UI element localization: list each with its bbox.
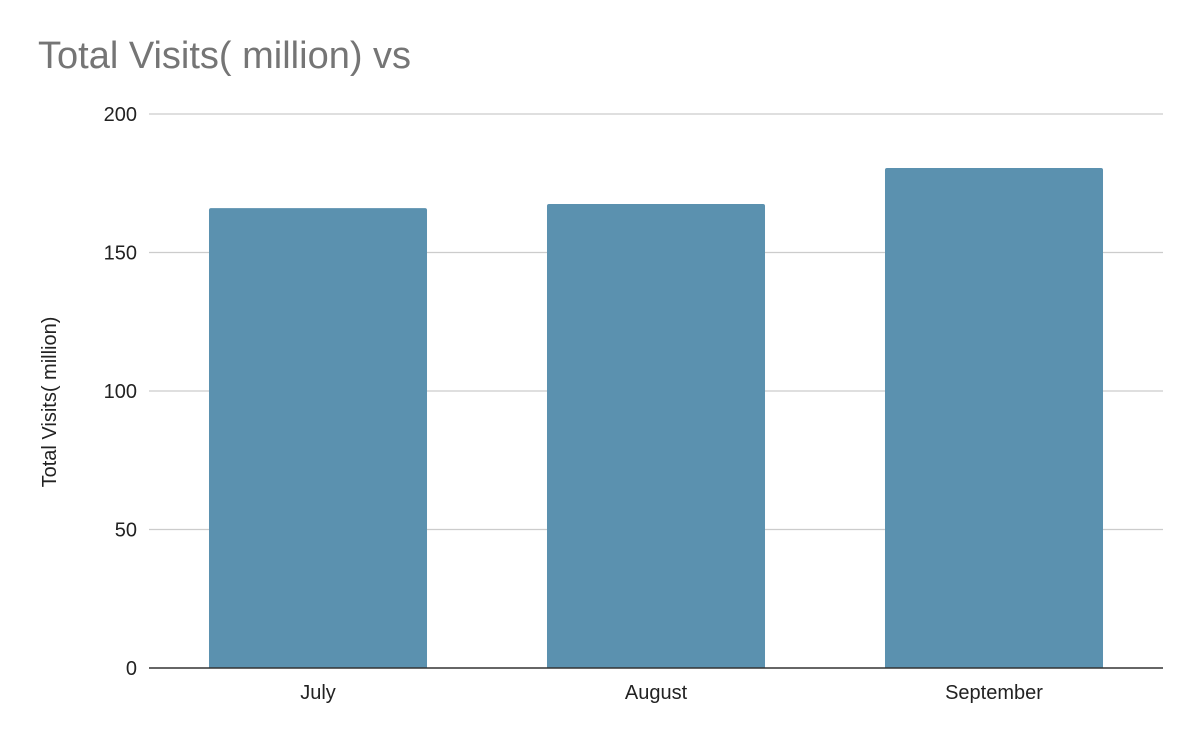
y-tick-label-200: 200 (104, 104, 137, 126)
x-tick-label-september: September (945, 682, 1043, 704)
bar-july (208, 208, 428, 668)
y-tick-label-0: 0 (126, 658, 137, 680)
x-tick-label-august: August (625, 682, 688, 704)
y-tick-label-100: 100 (104, 381, 137, 403)
bars (208, 168, 1104, 668)
y-tick-label-150: 150 (104, 243, 137, 265)
y-axis-ticks: 0 50 100 150 200 (104, 104, 137, 680)
bar-september (884, 168, 1104, 668)
x-axis-ticks: July August September (300, 682, 1043, 704)
y-axis-title: Total Visits( million) (39, 317, 61, 488)
chart-title: Total Visits( million) vs (38, 35, 411, 77)
bar-august (546, 204, 766, 668)
y-tick-label-50: 50 (115, 520, 137, 542)
x-tick-label-july: July (300, 682, 336, 704)
